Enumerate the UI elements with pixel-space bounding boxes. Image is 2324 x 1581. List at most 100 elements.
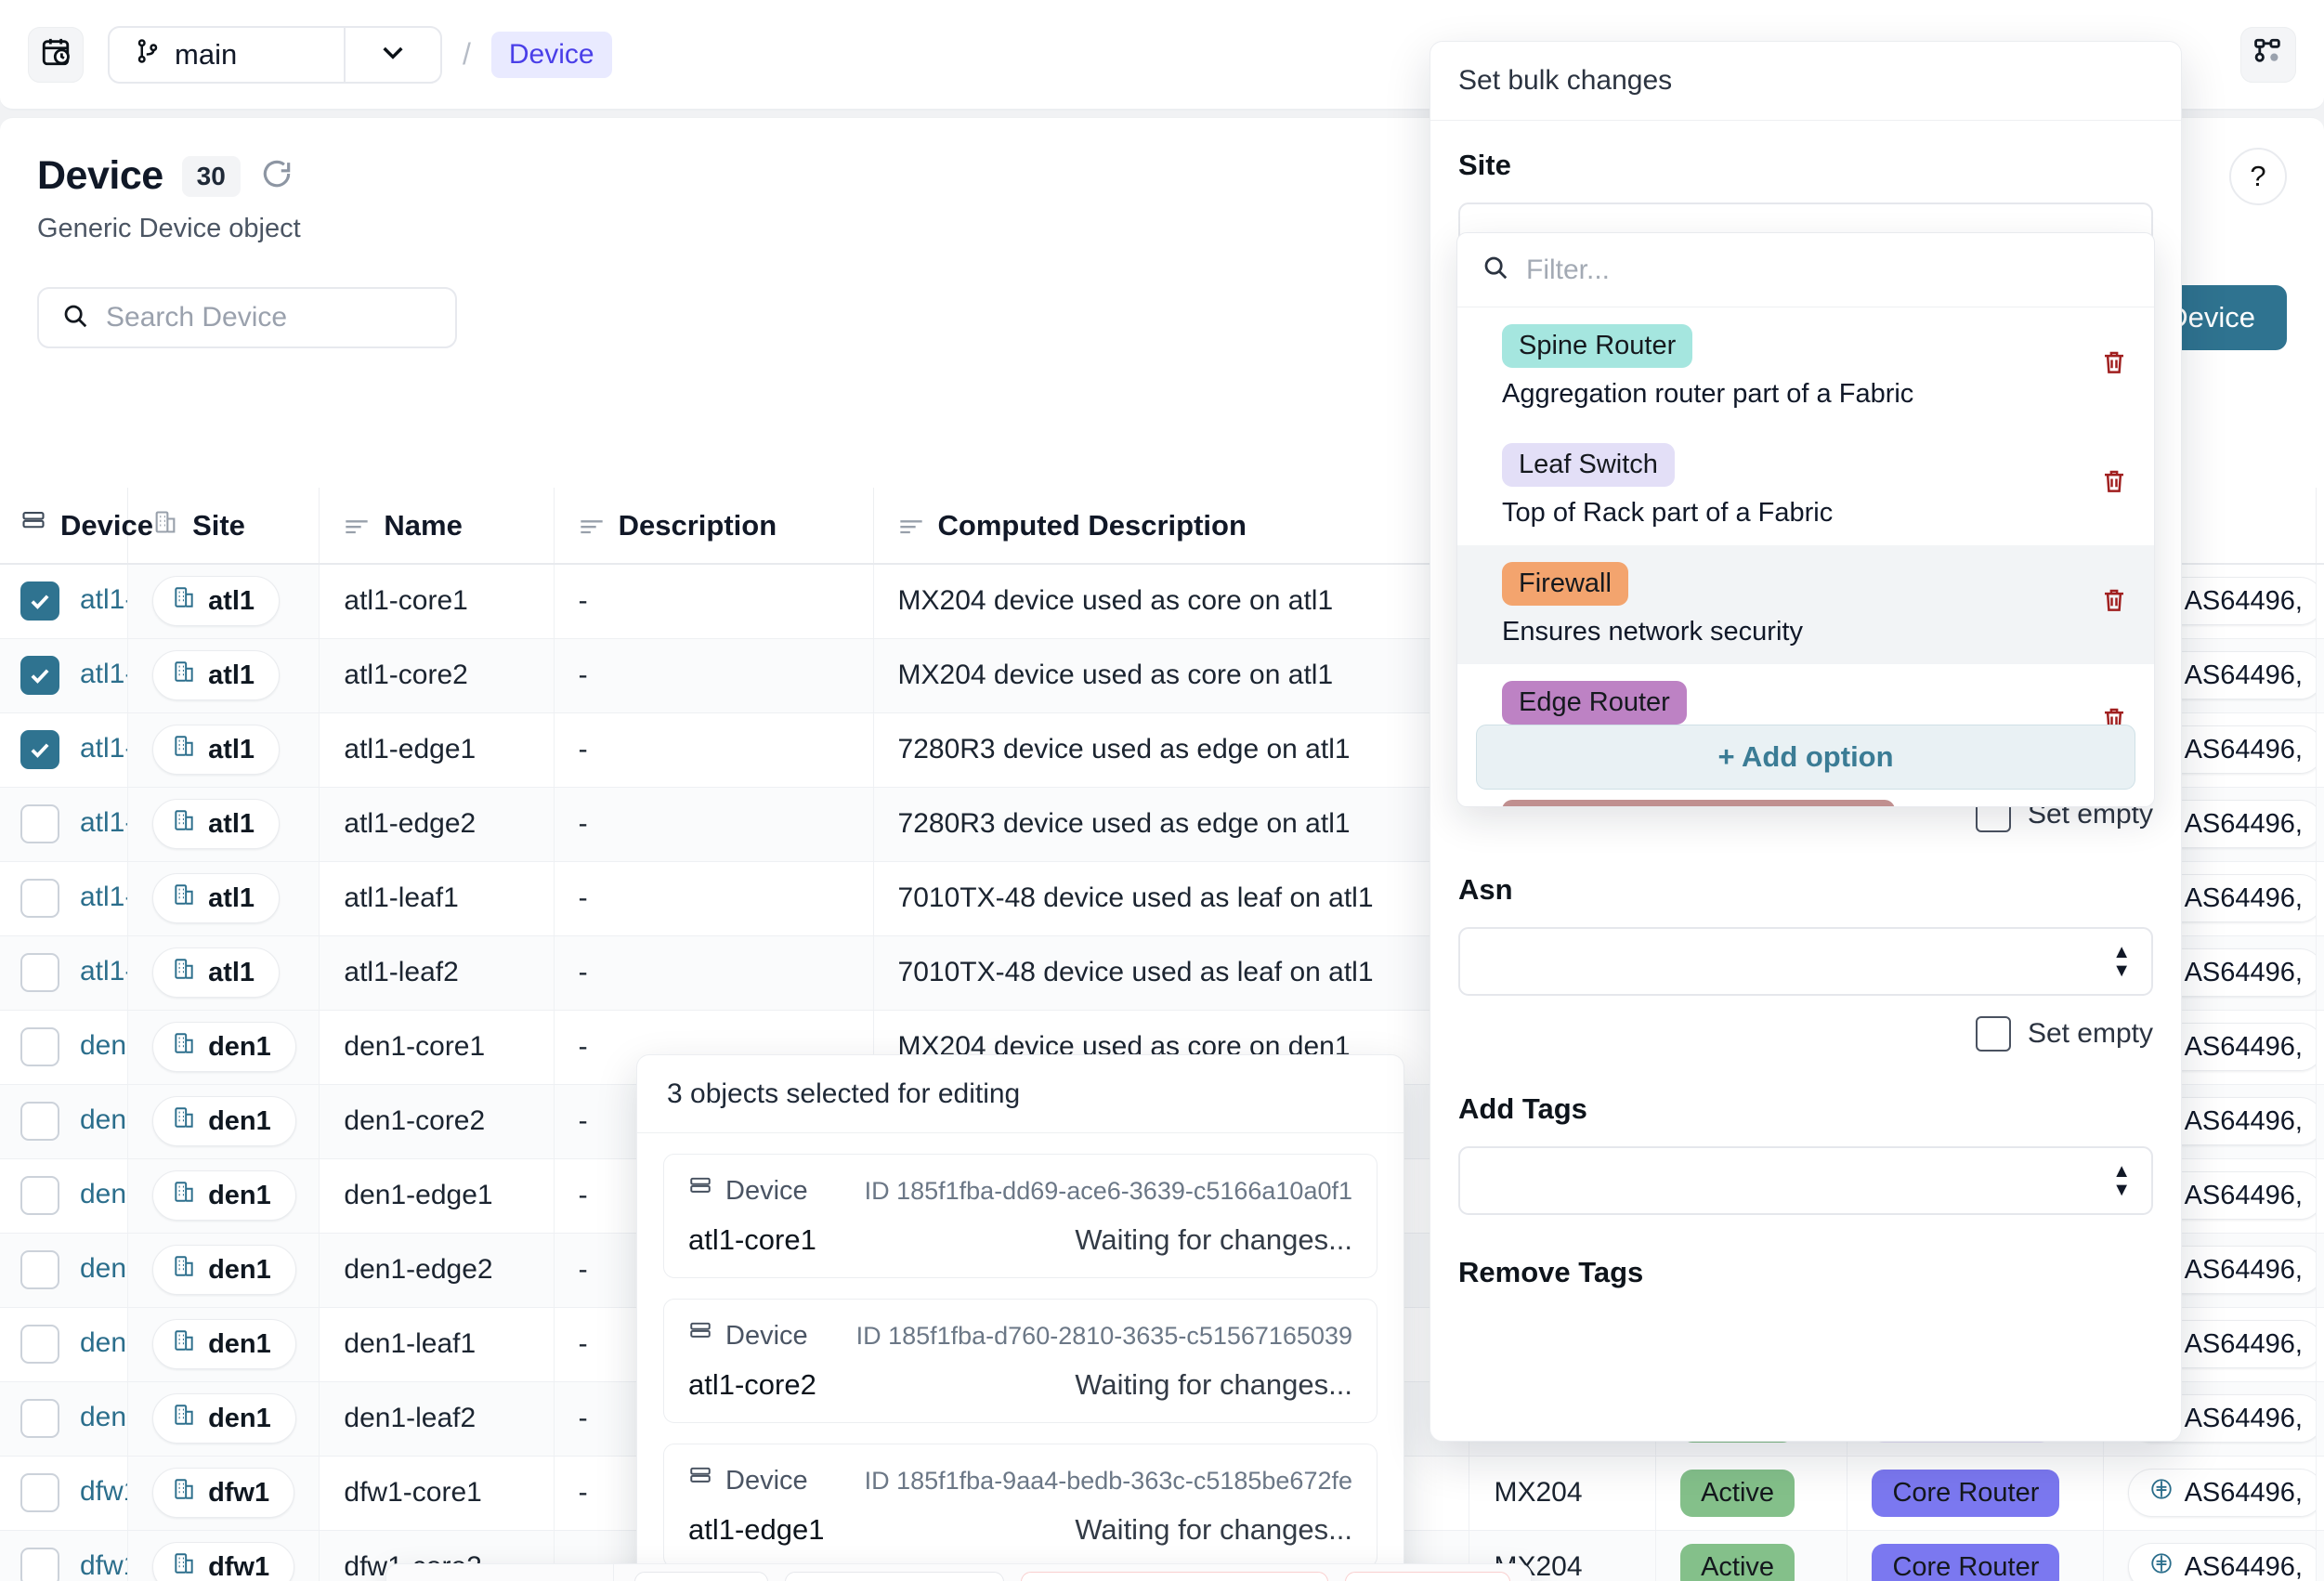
site-pill[interactable]: den1	[152, 1170, 296, 1221]
site-pill[interactable]: dfw1	[152, 1468, 295, 1518]
topology-button[interactable]	[2240, 26, 2296, 83]
row-device-link[interactable]: den1-core2	[80, 1104, 127, 1135]
row-select-cell[interactable]: den1-edge2	[0, 1233, 129, 1308]
row-checkbox[interactable]	[20, 804, 59, 843]
row-actions-cell[interactable]	[2316, 1084, 2324, 1159]
row-device-link[interactable]: den1-core1	[80, 1029, 127, 1061]
trash-icon[interactable]	[2100, 348, 2128, 381]
row-checkbox[interactable]	[20, 1473, 59, 1512]
row-checkbox[interactable]	[20, 581, 59, 621]
row-site-cell[interactable]: atl1	[127, 712, 320, 788]
row-actions-cell[interactable]	[2316, 935, 2324, 1011]
row-device-link[interactable]: atl1-leaf2	[80, 955, 127, 986]
row-select-cell[interactable]: atl1-leaf2	[0, 935, 129, 1011]
row-device-link[interactable]: dfw1-core1	[80, 1475, 127, 1507]
refresh-button[interactable]	[259, 156, 294, 196]
breadcrumb-device[interactable]: Device	[490, 31, 612, 78]
dropdown-option[interactable]: Spine Router Aggregation router part of a…	[1457, 307, 2154, 426]
column-header-description[interactable]: Description	[554, 488, 874, 565]
row-select-cell[interactable]: atl1-core1	[0, 564, 129, 639]
row-site-cell[interactable]: den1	[127, 1307, 320, 1382]
row-site-cell[interactable]: atl1	[127, 787, 320, 862]
site-pill[interactable]: den1	[152, 1022, 296, 1072]
column-header-device[interactable]: Device	[0, 488, 153, 565]
row-asn-cell[interactable]: AS64496,	[2103, 1456, 2317, 1531]
row-device-link[interactable]: den1-leaf2	[80, 1401, 127, 1432]
row-actions-cell[interactable]	[2316, 1233, 2324, 1308]
site-pill[interactable]: atl1	[152, 576, 281, 627]
row-checkbox[interactable]	[20, 1548, 59, 1581]
row-actions-cell[interactable]	[2316, 1010, 2324, 1085]
site-pill[interactable]: dfw1	[152, 1542, 295, 1581]
row-site-cell[interactable]: dfw1	[127, 1530, 320, 1581]
row-device-link[interactable]: den1-edge1	[80, 1178, 127, 1209]
row-select-cell[interactable]: atl1-edge2	[0, 787, 129, 862]
row-actions-cell[interactable]	[2316, 1381, 2324, 1457]
site-pill[interactable]: atl1	[152, 947, 281, 998]
row-asn-cell[interactable]: AS64496,	[2103, 1530, 2317, 1581]
row-site-cell[interactable]: den1	[127, 1158, 320, 1234]
row-site-cell[interactable]: den1	[127, 1084, 320, 1159]
trash-icon[interactable]	[2100, 467, 2128, 500]
toolbar-remove-from-groups-button[interactable]: Remove from groups	[1021, 1572, 1328, 1581]
row-actions-cell[interactable]	[2316, 638, 2324, 713]
row-device-link[interactable]: atl1-core2	[80, 658, 127, 689]
row-select-cell[interactable]: den1-core1	[0, 1010, 129, 1085]
toolbar-edit-button[interactable]: Edit	[633, 1572, 768, 1581]
row-checkbox[interactable]	[20, 1399, 59, 1438]
asn-pill[interactable]: AS64496,	[2127, 1469, 2316, 1517]
help-button[interactable]: ?	[2229, 148, 2287, 205]
asn-select[interactable]: ▲ ▼	[1458, 927, 2153, 996]
row-actions-cell[interactable]	[2316, 861, 2324, 936]
toolbar-delete-button[interactable]: Delete	[1344, 1572, 1511, 1581]
asn-pill[interactable]: AS64496,	[2127, 1543, 2316, 1581]
row-device-link[interactable]: atl1-leaf1	[80, 881, 127, 912]
row-checkbox[interactable]	[20, 656, 59, 695]
row-checkbox[interactable]	[20, 879, 59, 918]
row-device-link[interactable]: atl1-edge1	[80, 732, 127, 764]
row-select-cell[interactable]: den1-core2	[0, 1084, 129, 1159]
set-empty-checkbox[interactable]	[1975, 1016, 2011, 1052]
row-select-cell[interactable]: den1-edge1	[0, 1158, 129, 1234]
branch-selector[interactable]: main	[108, 25, 442, 84]
trash-icon[interactable]	[2100, 586, 2128, 619]
row-device-link[interactable]: den1-leaf1	[80, 1326, 127, 1358]
row-select-cell[interactable]: atl1-leaf1	[0, 861, 129, 936]
row-site-cell[interactable]: atl1	[127, 638, 320, 713]
row-actions-cell[interactable]	[2316, 1307, 2324, 1382]
row-actions-cell[interactable]	[2316, 564, 2324, 639]
row-checkbox[interactable]	[20, 1102, 59, 1141]
row-checkbox[interactable]	[20, 1176, 59, 1215]
dropdown-option[interactable]: Firewall Ensures network security	[1457, 545, 2154, 664]
column-header-name[interactable]: Name	[319, 488, 555, 565]
row-select-cell[interactable]: dfw1-core1	[0, 1456, 129, 1531]
site-pill[interactable]: atl1	[152, 650, 281, 700]
row-site-cell[interactable]: den1	[127, 1381, 320, 1457]
row-checkbox[interactable]	[20, 730, 59, 769]
site-pill[interactable]: atl1	[152, 799, 281, 849]
site-pill[interactable]: atl1	[152, 725, 281, 775]
site-pill[interactable]: den1	[152, 1393, 296, 1444]
row-checkbox[interactable]	[20, 1027, 59, 1066]
row-select-cell[interactable]: dfw1-core2	[0, 1530, 129, 1581]
dropdown-option[interactable]: Leaf Switch Top of Rack part of a Fabric	[1457, 426, 2154, 545]
add-option-button[interactable]: + Add option	[1476, 725, 2135, 790]
row-site-cell[interactable]: atl1	[127, 935, 320, 1011]
search-device-box[interactable]	[37, 287, 457, 348]
site-pill[interactable]: den1	[152, 1245, 296, 1295]
search-input[interactable]	[106, 302, 433, 333]
row-actions-cell[interactable]	[2316, 1456, 2324, 1531]
row-checkbox[interactable]	[20, 1325, 59, 1364]
row-actions-cell[interactable]	[2316, 787, 2324, 862]
dropdown-option[interactable]: Customer Premise EquipmentDevices locate…	[1457, 783, 2154, 806]
add-tags-select[interactable]: ▲ ▼	[1458, 1146, 2153, 1215]
row-actions-cell[interactable]	[2316, 712, 2324, 788]
row-site-cell[interactable]: den1	[127, 1010, 320, 1085]
row-select-cell[interactable]: den1-leaf1	[0, 1307, 129, 1382]
row-asn-cell[interactable]: AS64496,	[2103, 1010, 2317, 1085]
dropdown-filter-input[interactable]	[1526, 254, 2130, 286]
row-select-cell[interactable]: atl1-core2	[0, 638, 129, 713]
site-pill[interactable]: atl1	[152, 873, 281, 923]
branch-selector-label[interactable]: main	[110, 37, 344, 72]
row-device-link[interactable]: atl1-edge2	[80, 806, 127, 838]
